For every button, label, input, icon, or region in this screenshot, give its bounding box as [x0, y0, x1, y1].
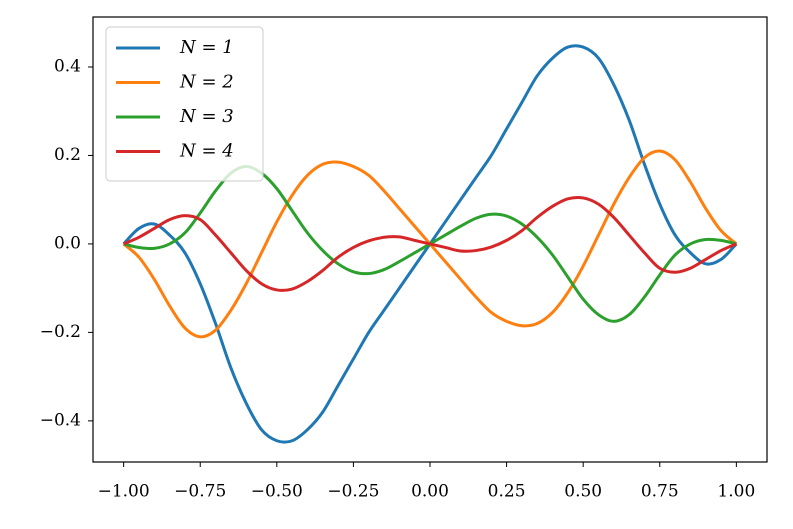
x-tick-label: −0.75	[174, 482, 226, 502]
legend-label: N = 2	[179, 72, 234, 93]
y-tick-label: 0.0	[54, 233, 81, 253]
x-tick-label: 0.00	[411, 482, 449, 502]
x-tick-label: 0.50	[564, 482, 602, 502]
x-tick-label: −0.50	[251, 482, 303, 502]
x-tick-label: 0.75	[641, 482, 679, 502]
x-tick-label: −0.25	[327, 482, 379, 502]
series-line	[123, 195, 737, 292]
y-tick-label: 0.4	[54, 56, 81, 76]
y-tick-label: −0.4	[40, 410, 81, 430]
plot-frame	[92, 16, 768, 463]
y-tick-label: 0.2	[54, 145, 81, 165]
legend-label: N = 4	[179, 141, 234, 162]
legend: N = 1 N = 2 N = 3 N = 4	[105, 26, 264, 182]
legend-box	[105, 26, 264, 182]
x-tick-label: −1.00	[98, 482, 150, 502]
x-tick-label: 0.25	[488, 482, 526, 502]
x-tick-label: 1.00	[717, 482, 755, 502]
y-tick-label: −0.2	[40, 322, 81, 342]
legend-label: N = 1	[179, 37, 234, 58]
legend-label: N = 3	[179, 106, 234, 127]
